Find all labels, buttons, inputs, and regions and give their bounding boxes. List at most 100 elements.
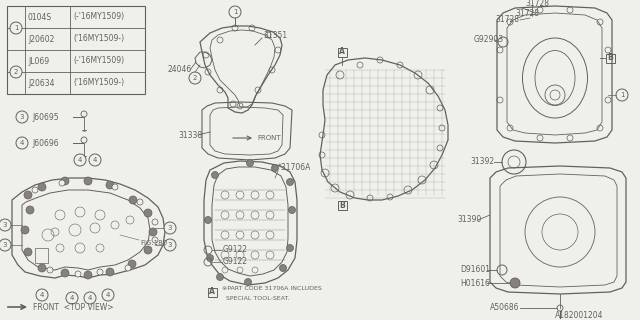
Text: 24046: 24046 <box>168 66 192 75</box>
Circle shape <box>32 187 38 193</box>
Bar <box>207 287 216 297</box>
Text: JL069: JL069 <box>28 57 49 66</box>
Circle shape <box>205 217 211 223</box>
Circle shape <box>289 206 296 213</box>
Text: 31390: 31390 <box>457 215 481 225</box>
Circle shape <box>84 177 92 185</box>
Circle shape <box>616 89 628 101</box>
Circle shape <box>128 260 136 268</box>
Circle shape <box>89 154 101 166</box>
Text: ('16MY1509-): ('16MY1509-) <box>73 35 124 44</box>
Text: J20634: J20634 <box>28 78 54 87</box>
Text: J60695: J60695 <box>32 113 59 122</box>
Circle shape <box>26 206 34 214</box>
Circle shape <box>510 278 520 288</box>
Circle shape <box>129 196 137 204</box>
Circle shape <box>102 289 114 301</box>
Text: 4: 4 <box>88 295 92 301</box>
Circle shape <box>24 248 32 256</box>
Circle shape <box>189 72 201 84</box>
Circle shape <box>211 172 218 179</box>
Text: 31728: 31728 <box>525 0 549 9</box>
Circle shape <box>16 137 28 149</box>
Circle shape <box>164 222 176 234</box>
Circle shape <box>47 267 53 273</box>
Text: 4: 4 <box>106 292 110 298</box>
Text: G9122: G9122 <box>223 258 248 267</box>
Text: 31351: 31351 <box>263 30 287 39</box>
Circle shape <box>216 274 223 281</box>
Circle shape <box>61 269 69 277</box>
Text: 4: 4 <box>40 292 44 298</box>
Text: 4: 4 <box>20 140 24 146</box>
Text: SPECIAL TOOL-SEAT.: SPECIAL TOOL-SEAT. <box>222 295 289 300</box>
Text: 3: 3 <box>20 114 24 120</box>
Bar <box>605 53 614 62</box>
Circle shape <box>229 6 241 18</box>
Circle shape <box>10 66 22 78</box>
Text: 31338: 31338 <box>178 131 202 140</box>
Circle shape <box>144 209 152 217</box>
Text: A182001204: A182001204 <box>555 311 604 320</box>
Circle shape <box>125 265 131 271</box>
Circle shape <box>0 219 11 231</box>
Circle shape <box>38 264 46 272</box>
Circle shape <box>152 219 158 225</box>
Text: J60696: J60696 <box>32 139 59 148</box>
Text: 2: 2 <box>193 75 197 81</box>
Text: D91601: D91601 <box>460 266 490 275</box>
Text: G9122: G9122 <box>223 245 248 254</box>
Text: 1: 1 <box>233 9 237 15</box>
Circle shape <box>164 239 176 251</box>
Circle shape <box>112 184 118 190</box>
Text: 3: 3 <box>168 225 172 231</box>
Circle shape <box>84 271 92 279</box>
Circle shape <box>59 180 65 186</box>
Text: B: B <box>607 53 613 62</box>
Circle shape <box>36 289 48 301</box>
Circle shape <box>244 278 252 285</box>
Circle shape <box>144 246 152 254</box>
Text: 3: 3 <box>168 242 172 248</box>
Circle shape <box>61 177 69 185</box>
Text: FRONT  <TOP VIEW>: FRONT <TOP VIEW> <box>33 302 113 311</box>
Bar <box>337 201 346 210</box>
Circle shape <box>66 292 78 304</box>
Text: 4: 4 <box>78 157 82 163</box>
Circle shape <box>137 199 143 205</box>
Text: J20602: J20602 <box>28 35 54 44</box>
Text: 3: 3 <box>3 222 7 228</box>
Circle shape <box>280 265 287 271</box>
Text: 31728: 31728 <box>495 15 519 25</box>
Text: 31392: 31392 <box>470 157 494 166</box>
Text: FRONT: FRONT <box>257 135 280 141</box>
Circle shape <box>287 244 294 252</box>
Circle shape <box>207 254 214 261</box>
Text: ※PART CODE 31706A INCLUDES: ※PART CODE 31706A INCLUDES <box>222 286 322 292</box>
Text: (-'16MY1509): (-'16MY1509) <box>73 57 124 66</box>
Circle shape <box>16 111 28 123</box>
Circle shape <box>287 179 294 186</box>
Circle shape <box>38 183 46 191</box>
Text: 0104S: 0104S <box>28 12 52 21</box>
Text: 31728: 31728 <box>515 9 539 18</box>
Text: 1: 1 <box>620 92 624 98</box>
Circle shape <box>246 159 253 166</box>
Text: 4: 4 <box>93 157 97 163</box>
Text: B: B <box>339 201 345 210</box>
Circle shape <box>21 226 29 234</box>
Bar <box>7 6 145 94</box>
Circle shape <box>84 292 96 304</box>
Circle shape <box>152 237 158 243</box>
Circle shape <box>149 228 157 236</box>
Text: *31706A: *31706A <box>278 164 312 172</box>
Bar <box>337 47 346 57</box>
Text: 1: 1 <box>13 25 19 31</box>
Text: 3: 3 <box>3 242 7 248</box>
Text: ('16MY1509-): ('16MY1509-) <box>73 78 124 87</box>
Circle shape <box>24 191 32 199</box>
Text: A: A <box>209 287 215 297</box>
Text: A50686: A50686 <box>490 303 520 313</box>
Circle shape <box>74 154 86 166</box>
Circle shape <box>106 268 114 276</box>
